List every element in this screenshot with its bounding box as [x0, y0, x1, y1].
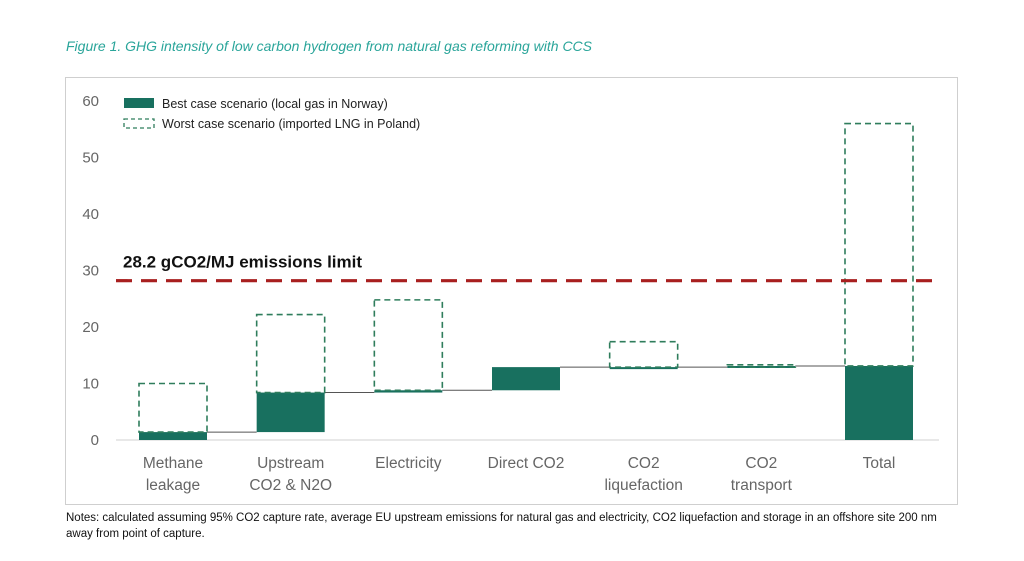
category-label: Electricity: [375, 455, 442, 472]
category-label: transport: [731, 477, 793, 494]
worst-case-bar: [255, 313, 326, 394]
category-label: Direct CO2: [488, 455, 565, 472]
category-label: Methane: [143, 455, 203, 472]
category-label: Total: [863, 455, 896, 472]
best-case-bar: [256, 392, 325, 433]
best-case-bar: [845, 365, 913, 440]
y-tick-label: 40: [82, 206, 99, 223]
best-case-bar: [139, 432, 207, 440]
worst-case-bar: [373, 299, 444, 392]
best-case-bar: [492, 367, 560, 391]
worst-case-bar: [726, 364, 797, 368]
worst-case-bar: [844, 122, 914, 367]
y-tick-label: 60: [82, 93, 99, 110]
category-label: CO2 & N2O: [249, 477, 332, 494]
waterfall-chart: 0 10 20 30 40 50 60 28.2 gCO2/MJ emissions limi…: [82, 93, 939, 494]
worst-case-bar: [608, 340, 679, 368]
category-label: leakage: [146, 477, 200, 494]
category-label: CO2: [745, 455, 777, 472]
best-case-bar: [609, 367, 678, 370]
legend-label-best: Best case scenario (local gas in Norway): [162, 97, 388, 111]
worst-case-bar: [138, 382, 208, 433]
y-tick-label: 30: [82, 263, 99, 280]
figure-title: Figure 1. GHG intensity of low carbon hy…: [66, 38, 593, 54]
y-tick-label: 0: [91, 432, 99, 449]
category-label: CO2: [628, 455, 660, 472]
y-tick-label: 20: [82, 319, 99, 336]
legend-label-worst: Worst case scenario (imported LNG in Pol…: [162, 117, 420, 131]
y-tick-label: 10: [82, 376, 99, 393]
y-tick-label: 50: [82, 150, 99, 167]
category-label: Upstream: [257, 455, 324, 472]
legend-swatch-worst: [123, 118, 155, 129]
legend-swatch-best: [124, 98, 154, 108]
category-label: liquefaction: [604, 477, 682, 494]
chart-notes: Notes: calculated assuming 95% CO2 captu…: [66, 512, 937, 540]
emissions-limit-label: 28.2 gCO2/MJ emissions limit: [123, 253, 362, 272]
best-case-bar: [374, 390, 443, 393]
chart-frame: 0 10 20 30 40 50 60 28.2 gCO2/MJ emissions limi…: [65, 77, 958, 505]
